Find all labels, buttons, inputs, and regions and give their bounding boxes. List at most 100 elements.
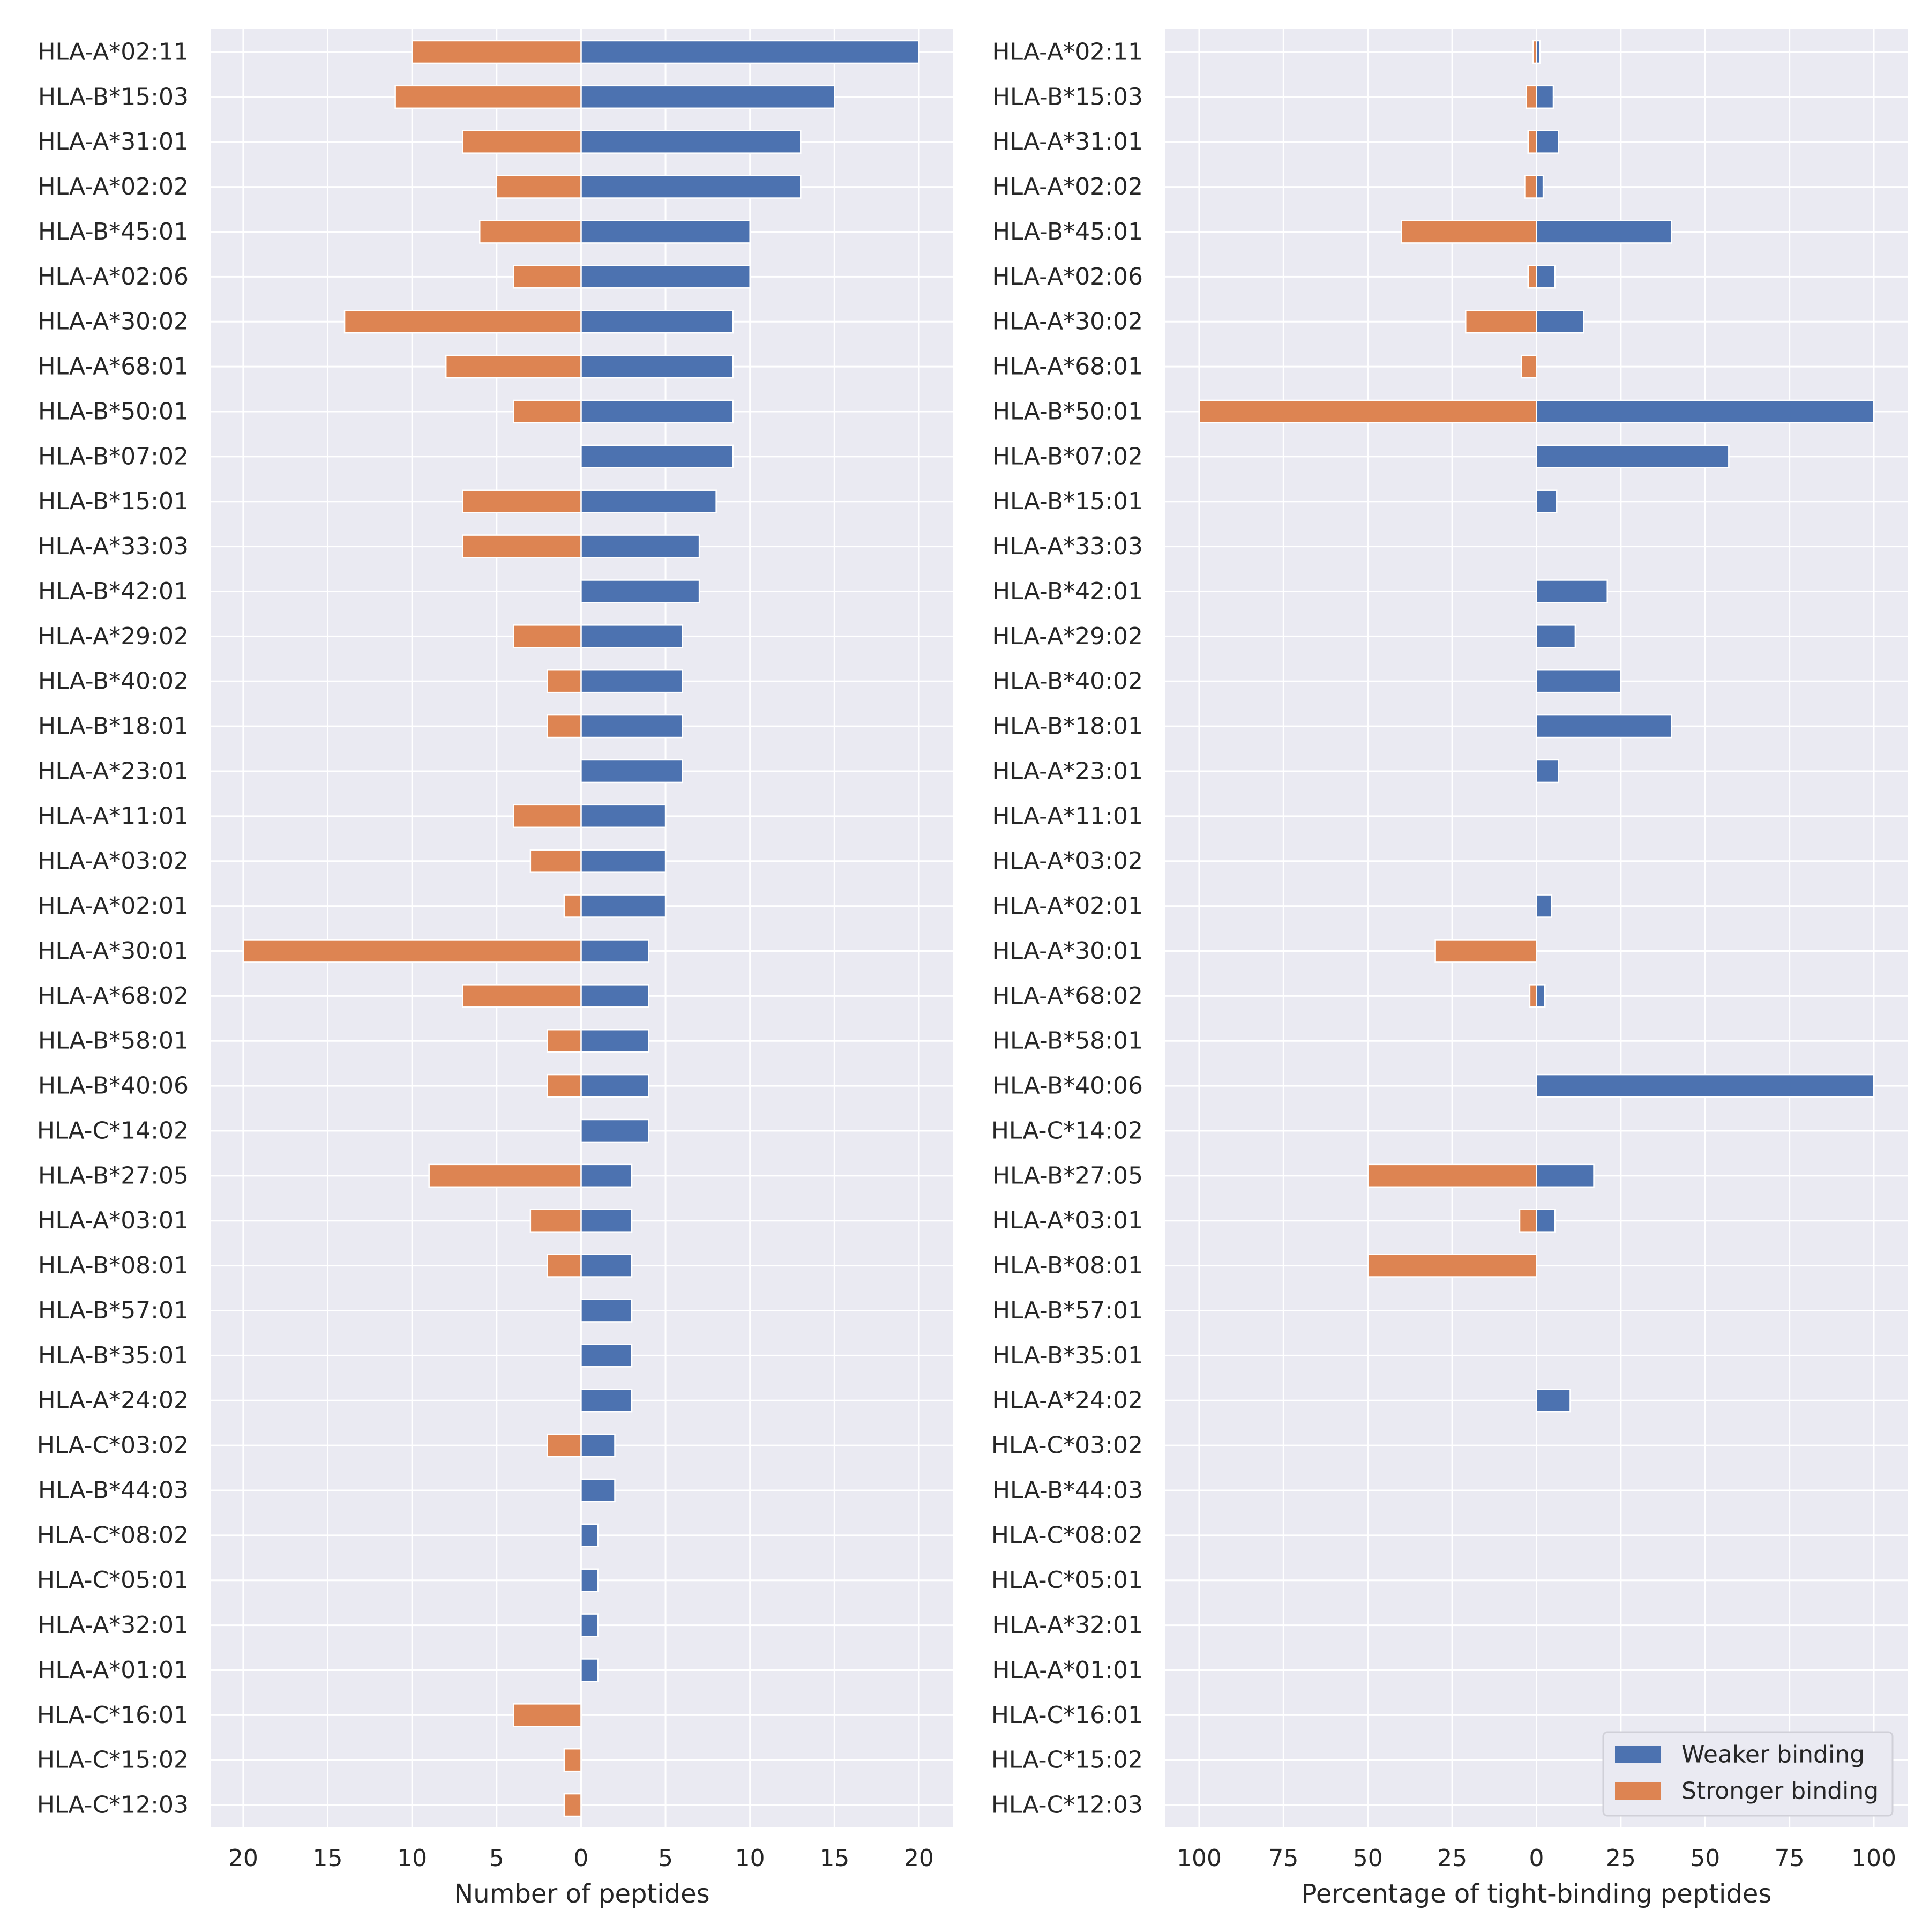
bar-weaker-binding [580,984,649,1008]
bar-weaker-binding [580,265,751,289]
bar-weaker-binding [1536,489,1558,513]
y-tick-label: HLA-A*03:01 [38,1207,189,1234]
x-tick-label: 15 [819,1845,849,1872]
bar-stronger-binding [411,40,582,64]
y-tick-label: HLA-B*45:01 [992,218,1143,245]
bar-weaker-binding [1536,175,1544,199]
bar-stronger-binding [1401,220,1537,244]
bar-stronger-binding [1367,1254,1537,1278]
y-tick-label: HLA-B*08:01 [992,1252,1143,1279]
bar-stronger-binding [1519,1209,1537,1233]
y-tick-label: HLA-C*05:01 [37,1567,189,1594]
bar-stronger-binding [513,265,582,289]
legend-swatch [1615,1782,1661,1800]
y-tick-label: HLA-A*30:02 [992,308,1143,335]
legend-label: Stronger binding [1681,1778,1879,1805]
bar-weaker-binding [580,175,802,199]
x-tick-label: 100 [1851,1845,1896,1872]
y-tick-label: HLA-A*30:02 [38,308,189,335]
x-tick-label: 10 [735,1845,765,1872]
bar-weaker-binding [580,1254,633,1278]
y-tick-label: HLA-B*35:01 [992,1342,1143,1369]
y-tick-label: HLA-C*05:01 [991,1567,1143,1594]
bar-stronger-binding [1532,40,1537,64]
y-tick-label: HLA-B*50:01 [38,398,189,425]
bar-weaker-binding [580,309,734,334]
bar-weaker-binding [1536,759,1559,784]
y-tick-label: HLA-C*15:02 [37,1747,189,1774]
y-tick-label: HLA-A*23:01 [38,757,189,785]
bar-weaker-binding [580,1478,616,1503]
bar-stronger-binding [547,669,582,693]
bar-weaker-binding [580,444,734,469]
y-tick-label: HLA-B*58:01 [992,1027,1143,1055]
bar-weaker-binding [580,624,683,648]
bar-weaker-binding [580,669,683,693]
y-tick-label: HLA-A*11:01 [38,802,189,830]
bar-stronger-binding [563,1748,582,1772]
bar-stronger-binding [428,1163,582,1188]
y-tick-label: HLA-B*50:01 [992,398,1143,425]
bar-weaker-binding [1536,265,1556,289]
bar-stronger-binding [1434,939,1537,963]
bar-stronger-binding [1527,265,1537,289]
bar-stronger-binding [479,220,582,244]
bar-stronger-binding [547,1254,582,1278]
y-tick-label: HLA-B*44:03 [992,1476,1143,1504]
bar-weaker-binding [1536,399,1875,424]
y-tick-label: HLA-A*23:01 [992,757,1143,785]
y-tick-label: HLA-B*18:01 [992,713,1143,740]
y-tick-label: HLA-A*24:02 [38,1387,189,1414]
y-tick-label: HLA-B*27:05 [992,1162,1143,1189]
bar-stronger-binding [547,1073,582,1098]
bar-stronger-binding [242,939,582,963]
y-tick-label: HLA-B*40:02 [38,668,189,695]
y-tick-label: HLA-B*07:02 [992,443,1143,470]
x-axis-label: Number of peptides [454,1879,709,1909]
y-tick-label: HLA-B*27:05 [38,1162,189,1189]
y-tick-label: HLA-A*02:02 [38,173,189,200]
x-tick-label: 20 [228,1845,258,1872]
y-tick-label: HLA-C*16:01 [37,1702,189,1729]
bar-weaker-binding [580,759,683,784]
bar-weaker-binding [1536,1209,1556,1233]
bar-weaker-binding [1536,444,1730,469]
bar-weaker-binding [580,714,683,739]
x-tick-label: 75 [1775,1845,1805,1872]
bar-weaker-binding [1536,624,1576,648]
y-tick-label: HLA-A*02:11 [992,38,1143,65]
bar-weaker-binding [1536,1163,1595,1188]
y-tick-label: HLA-A*02:01 [992,892,1143,920]
bar-stronger-binding [547,714,582,739]
x-tick-label: 25 [1437,1845,1467,1872]
y-tick-label: HLA-B*40:06 [38,1072,189,1100]
bar-stronger-binding [529,1209,582,1233]
y-tick-label: HLA-A*01:01 [992,1657,1143,1684]
bar-weaker-binding [1536,1388,1571,1413]
bar-weaker-binding [580,1388,633,1413]
y-tick-label: HLA-C*08:02 [37,1521,189,1549]
x-tick-label: 100 [1177,1845,1222,1872]
bar-stronger-binding [513,1703,582,1727]
bar-stronger-binding [513,399,582,424]
y-tick-label: HLA-A*01:01 [38,1657,189,1684]
bar-stronger-binding [1520,354,1537,379]
bar-stronger-binding [445,354,582,379]
x-tick-label: 5 [489,1845,504,1872]
bar-weaker-binding [580,1163,633,1188]
bar-weaker-binding [1536,1073,1875,1098]
bar-weaker-binding [580,1344,633,1368]
bar-stronger-binding [529,849,582,873]
bar-weaker-binding [580,1073,649,1098]
plot-area [211,29,953,1827]
bar-weaker-binding [1536,714,1672,739]
bar-weaker-binding [580,1433,616,1458]
bar-weaker-binding [1536,220,1672,244]
y-tick-label: HLA-C*14:02 [37,1117,189,1144]
y-tick-label: HLA-B*08:01 [38,1252,189,1279]
bar-weaker-binding [580,579,700,603]
bar-stronger-binding [513,804,582,829]
y-tick-label: HLA-A*24:02 [992,1387,1143,1414]
